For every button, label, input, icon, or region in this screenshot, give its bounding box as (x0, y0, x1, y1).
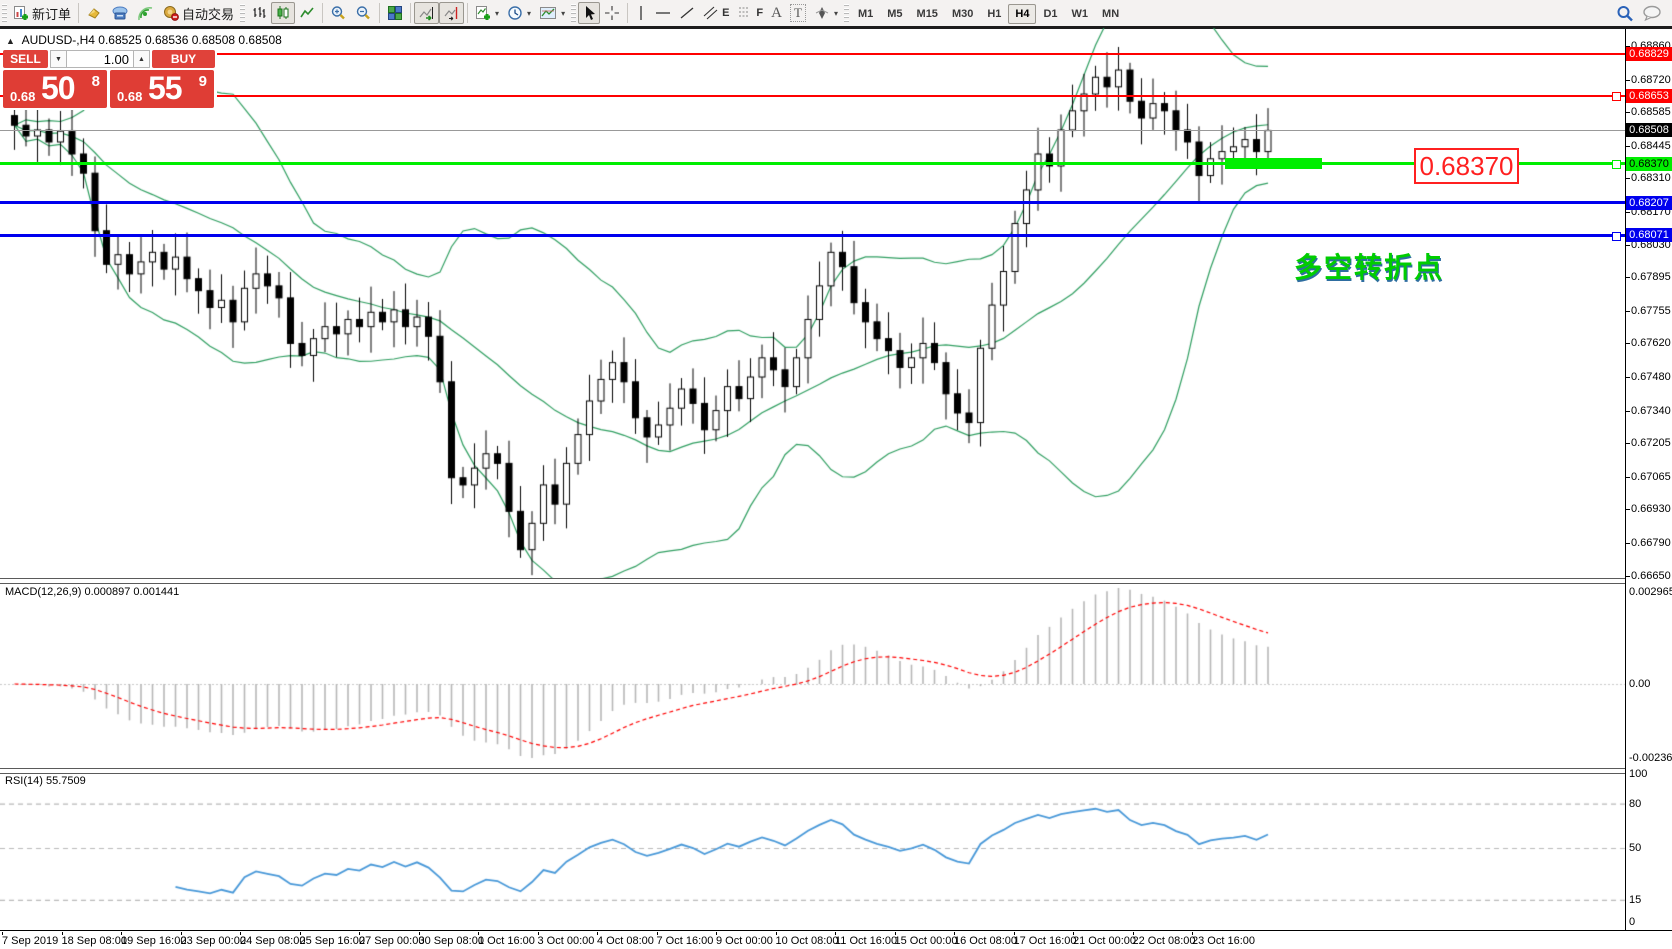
bid-price-line (0, 130, 1625, 132)
time-tick-label: 15 Oct 00:00 (894, 932, 958, 947)
time-tick-label: 9 Oct 00:00 (716, 932, 773, 947)
rsi-axis-label: 0 (1629, 916, 1636, 928)
macd-axis-label: 0.00 (1629, 678, 1651, 690)
price-flag-label[interactable]: 0.68370 (1414, 148, 1519, 184)
support-zone-rect[interactable] (1225, 158, 1322, 170)
rsi-axis-label: 80 (1629, 797, 1642, 810)
pivot-line-green[interactable] (0, 162, 1625, 166)
sell-price-box[interactable]: 0.68 50 8 (3, 70, 107, 108)
buy-price-box[interactable]: 0.68 55 9 (110, 70, 214, 108)
time-tick-label: 1 Oct 16:00 (478, 932, 535, 947)
annotation-text[interactable]: 多空转折点 (1294, 252, 1445, 283)
collapse-panel-icon[interactable]: ▲ (6, 36, 15, 46)
price-tick-label: 0.67205 (1625, 436, 1671, 449)
price-tick-label: 0.68310 (1625, 171, 1671, 184)
resistance-line-upper[interactable] (0, 52, 1625, 55)
time-tick-label: 27 Sep 00:00 (359, 932, 425, 947)
time-tick-label: 22 Oct 08:00 (1132, 932, 1196, 947)
time-axis[interactable]: 7 Sep 2019 18 Sep 08:00 19 Sep 16:00 23 Sep… (0, 932, 1672, 949)
time-tick-label: 4 Oct 08:00 (597, 932, 654, 947)
support-line-upper-price-badge: 0.68207 (1626, 195, 1672, 210)
sell-price-prefix: 0.68 (10, 89, 36, 104)
time-tick-label: 19 Sep 16:00 (121, 932, 187, 947)
price-tick-label: 0.67895 (1625, 271, 1671, 284)
time-tick-label: 23 Sep 00:00 (180, 932, 246, 947)
support-line-lower-handle[interactable] (1612, 231, 1621, 241)
rsi-axis-label: 15 (1629, 893, 1642, 906)
pane-separator[interactable] (0, 578, 1672, 584)
time-tick-label: 10 Oct 08:00 (775, 932, 839, 947)
time-tick-label: 23 Oct 16:00 (1192, 932, 1255, 947)
buy-button[interactable]: BUY (152, 50, 215, 68)
price-tick-label: 0.67065 (1625, 470, 1671, 483)
rsi-axis-label: 100 (1629, 768, 1648, 780)
one-click-trade-panel: SELL ▼ ▲ BUY 0.68 50 8 0.68 55 9 (3, 50, 217, 110)
time-tick-label: 3 Oct 00:00 (537, 932, 595, 947)
price-tick-label: 0.67480 (1625, 371, 1671, 384)
buy-price-pip: 9 (198, 73, 207, 90)
price-tick-label: 0.68445 (1625, 139, 1671, 152)
buy-price-big: 55 (148, 70, 183, 106)
price-tick-label: 0.68585 (1625, 106, 1671, 119)
resistance-line-lower-handle[interactable] (1612, 92, 1621, 102)
time-tick-label: 7 Sep 2019 (2, 932, 59, 947)
time-tick-label: 11 Oct 16:00 (835, 932, 898, 947)
price-tick-label: 0.66930 (1625, 502, 1671, 515)
time-axis-line (0, 930, 1672, 931)
support-line-lower[interactable] (0, 233, 1625, 237)
time-tick-label: 30 Sep 08:00 (418, 932, 484, 947)
pivot-line-green-price-badge: 0.68370 (1626, 156, 1672, 171)
time-tick-label: 18 Sep 08:00 (61, 932, 127, 947)
price-tick-label: 0.67340 (1625, 404, 1671, 417)
ohlc-values: 0.68525 0.68536 0.68508 0.68508 (98, 33, 282, 47)
volume-decrease-button[interactable]: ▼ (50, 50, 67, 68)
price-tick-label: 0.66790 (1625, 536, 1671, 549)
support-line-lower-price-badge: 0.68071 (1626, 228, 1672, 243)
buy-price-prefix: 0.68 (117, 89, 143, 104)
time-tick-label: 17 Oct 16:00 (1013, 932, 1077, 947)
price-scale[interactable] (1625, 29, 1672, 930)
pane-separator[interactable] (0, 768, 1672, 774)
price-tick-label: 0.67755 (1625, 305, 1671, 318)
resistance-line-lower[interactable] (0, 94, 1625, 97)
time-tick-label: 21 Oct 00:00 (1073, 932, 1136, 947)
macd-axis-label: 0.002965 (1629, 586, 1672, 598)
resistance-line-lower-price-badge: 0.68653 (1626, 88, 1672, 103)
volume-increase-button[interactable]: ▲ (133, 50, 150, 68)
support-line-upper[interactable] (0, 201, 1625, 205)
volume-input[interactable] (67, 50, 133, 68)
sell-price-pip: 8 (91, 73, 100, 90)
chart-header: ▲ AUDUSD-,H4 0.68525 0.68536 0.68508 0.6… (6, 33, 282, 47)
sell-button[interactable]: SELL (3, 50, 48, 68)
price-tick-label: 0.68720 (1625, 73, 1671, 86)
resistance-line-upper-price-badge: 0.68829 (1626, 46, 1672, 61)
symbol-period-label: AUDUSD-,H4 (21, 33, 95, 47)
rsi-label: RSI(14) 55.7509 (5, 775, 86, 787)
time-tick-label: 24 Sep 08:00 (240, 932, 306, 947)
rsi-axis-label: 50 (1629, 842, 1642, 854)
time-tick-label: 16 Oct 08:00 (954, 932, 1017, 947)
price-tick-label: 0.66650 (1625, 570, 1671, 583)
time-tick-label: 7 Oct 16:00 (656, 932, 714, 947)
macd-label: MACD(12,26,9) 0.000897 0.001441 (5, 586, 180, 598)
sell-price-big: 50 (41, 70, 76, 106)
price-tick-label: 0.67620 (1625, 337, 1671, 350)
pivot-line-green-handle[interactable] (1612, 160, 1621, 170)
bid-price-badge: 0.68508 (1626, 123, 1672, 138)
time-tick-label: 25 Sep 16:00 (299, 932, 365, 947)
